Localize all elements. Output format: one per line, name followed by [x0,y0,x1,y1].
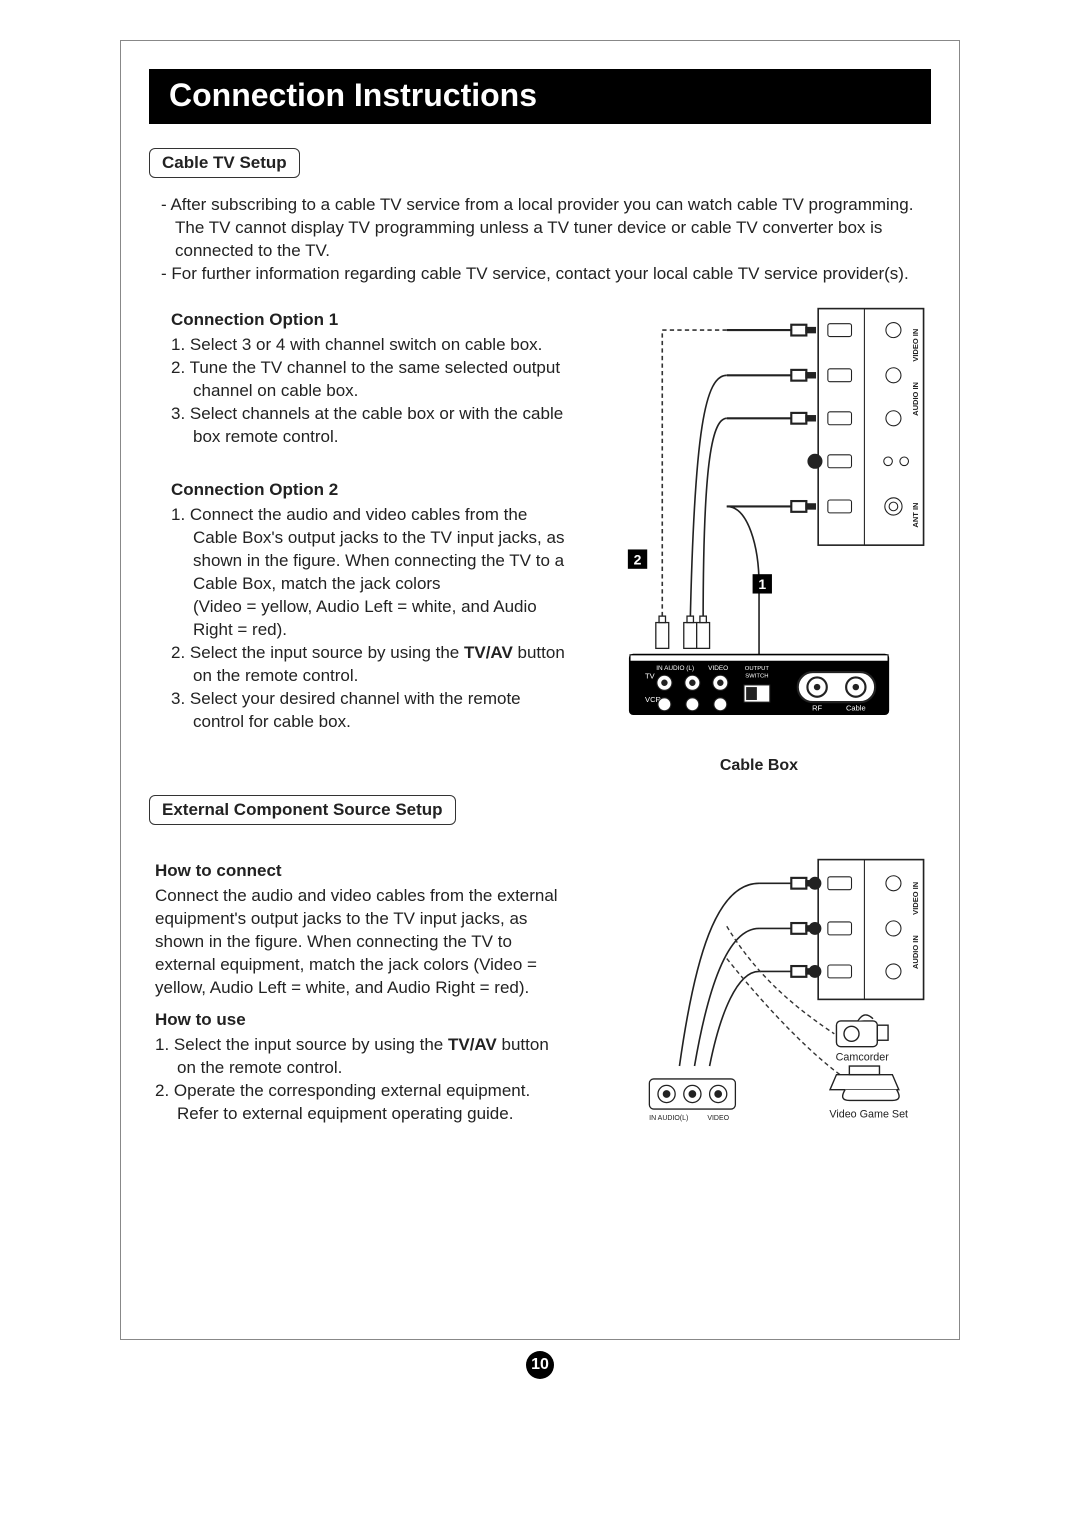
figure1-caption: Cable Box [720,757,798,775]
label-cable: Cable [846,703,866,712]
page-title: Connection Instructions [169,77,537,113]
label-in-audio: IN AUDIO(L) [649,1115,688,1122]
bold-fragment: TV/AV [464,643,513,662]
list-item: 2. Tune the TV channel to the same selec… [171,357,567,403]
marker-2: 2 [634,551,642,567]
section-cable-setup-label: Cable TV Setup [149,148,300,178]
marker-1: 1 [758,576,766,592]
label-output-switch2: SWITCH [745,673,768,679]
how-connect-body: Connect the audio and video cables from … [155,885,567,1000]
option2-heading: Connection Option 2 [171,480,567,500]
bold-fragment: TV/AV [448,1035,497,1054]
section-label-text: External Component Source Setup [162,800,443,819]
left-column-upper: Connection Option 1 1. Select 3 or 4 wit… [149,300,567,776]
list-item: 3. Select channels at the cable box or w… [171,403,567,449]
intro-item: - After subscribing to a cable TV servic… [175,194,931,263]
label-camcorder: Camcorder [836,1052,890,1064]
how-connect-heading: How to connect [155,861,567,881]
label-ant-in: ANT IN [911,502,920,527]
label-video-in: VIDEO IN [911,882,920,915]
label-audio-in: AUDIO IN [911,936,920,970]
option1-list: 1. Select 3 or 4 with channel switch on … [171,334,567,449]
intro-item: - For further information regarding cabl… [175,263,931,286]
list-item: 1. Select 3 or 4 with channel switch on … [171,334,567,357]
intro-list: - After subscribing to a cable TV servic… [155,194,931,286]
section-external-label: External Component Source Setup [149,795,456,825]
page-number-badge: 10 [526,1351,554,1379]
text-fragment: 1. Select the input source by using the [155,1035,448,1054]
list-item-cont: (Video = yellow, Audio Left = white, and… [171,596,567,642]
label-tv: TV [645,671,655,680]
text-fragment: 2. Select the input source by using the [171,643,459,662]
label-audio-in: AUDIO IN [911,382,920,416]
label-video: VIDEO [708,665,728,672]
left-column-lower: How to connect Connect the audio and vid… [149,851,567,1131]
list-item: 1. Connect the audio and video cables fr… [171,504,567,596]
columns-upper: Connection Option 1 1. Select 3 or 4 wit… [149,300,931,776]
game-console-icon [830,1066,899,1100]
camcorder-icon [836,1015,888,1047]
how-use-list: 1. Select the input source by using the … [155,1034,567,1126]
label-in-audio: IN AUDIO (L) [656,665,694,672]
cable-box-diagram: VIDEO IN AUDIO IN ANT IN [587,300,931,752]
columns-lower: How to connect Connect the audio and vid… [149,851,931,1131]
page-frame: Connection Instructions Cable TV Setup -… [120,40,960,1340]
label-video-in: VIDEO IN [911,328,920,361]
option1-heading: Connection Option 1 [171,310,567,330]
section-label-text: Cable TV Setup [162,153,287,172]
right-column-upper: VIDEO IN AUDIO IN ANT IN [587,300,931,776]
list-item: 2. Select the input source by using the … [171,642,567,688]
label-rf: RF [812,703,822,712]
option2-list: 1. Connect the audio and video cables fr… [171,504,567,733]
page-number-text: 10 [531,1356,549,1374]
label-video-game: Video Game Set [829,1109,908,1121]
label-video: VIDEO [707,1115,729,1122]
page-title-bar: Connection Instructions [149,69,931,124]
external-component-diagram: VIDEO IN AUDIO IN [587,851,931,1131]
list-item: 3. Select your desired channel with the … [171,688,567,734]
label-output-switch: OUTPUT [745,666,770,672]
how-use-heading: How to use [155,1010,567,1030]
right-column-lower: VIDEO IN AUDIO IN [587,851,931,1131]
list-item: 2. Operate the corresponding external eq… [155,1080,567,1126]
list-item: 1. Select the input source by using the … [155,1034,567,1080]
